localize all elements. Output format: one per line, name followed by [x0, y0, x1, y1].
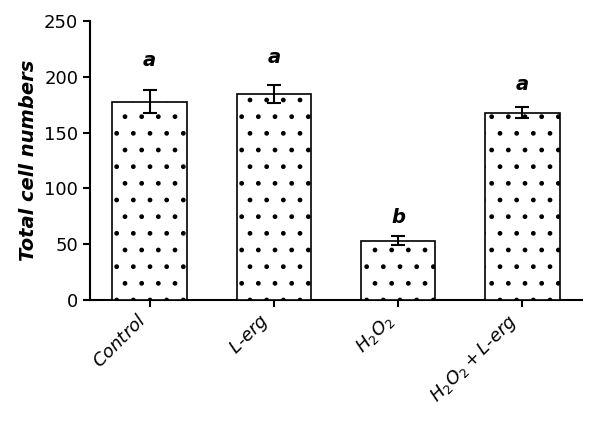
- Text: $\mathit{H_2O_2}$: $\mathit{H_2O_2}$: [352, 311, 398, 357]
- Y-axis label: Total cell numbers: Total cell numbers: [19, 60, 38, 261]
- Text: b: b: [391, 208, 405, 227]
- Text: $\mathit{L}$-$\mathit{erg}$: $\mathit{L}$-$\mathit{erg}$: [225, 311, 274, 360]
- Text: a: a: [268, 48, 280, 67]
- Bar: [112, 101, 187, 300]
- Text: $\mathit{H_2O_2+L}$-$\mathit{erg}$: $\mathit{H_2O_2+L}$-$\mathit{erg}$: [427, 311, 523, 407]
- Bar: [236, 94, 311, 300]
- Bar: [485, 113, 560, 300]
- Text: a: a: [143, 51, 156, 70]
- Text: $\mathit{Control}$: $\mathit{Control}$: [89, 311, 149, 371]
- Text: a: a: [516, 75, 529, 94]
- Bar: [361, 241, 436, 300]
